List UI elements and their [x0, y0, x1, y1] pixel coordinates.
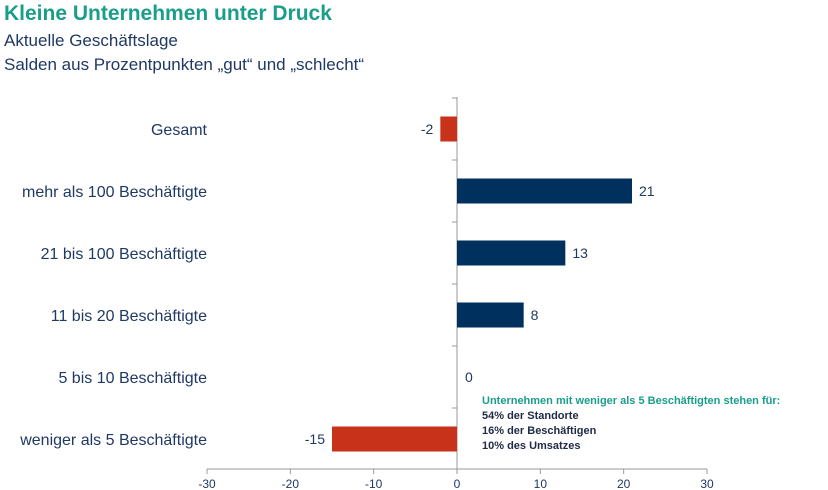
bar-5: [332, 426, 457, 452]
bar-3: [457, 302, 524, 328]
data-label-5: -15: [305, 431, 325, 447]
x-tick-label-1: -20: [282, 477, 300, 490]
data-label-1: 21: [639, 183, 655, 199]
bar-1: [457, 178, 632, 204]
data-label-4: 0: [465, 369, 473, 385]
x-tick-label-5: 20: [617, 477, 631, 490]
x-tick-label-4: 10: [534, 477, 548, 490]
chart-title: Kleine Unternehmen unter Druck: [4, 2, 332, 25]
info-note-line-1: 54% der Standorte: [482, 410, 579, 422]
info-note: Unternehmen mit weniger als 5 Beschäftig…: [482, 394, 780, 454]
category-label-0: Gesamt: [151, 122, 208, 139]
chart-subtitle-2: Salden aus Prozentpunkten „gut“ und „sch…: [4, 55, 365, 74]
bar-2: [457, 240, 566, 266]
chart-subtitle-1: Aktuelle Geschäftslage: [4, 31, 178, 50]
x-tick-label-3: 0: [454, 477, 461, 490]
data-label-3: 8: [531, 307, 539, 323]
x-tick-label-2: -10: [365, 477, 383, 490]
category-label-5: weniger als 5 Beschäftigte: [19, 432, 207, 449]
bar-0: [440, 116, 457, 142]
category-label-4: 5 bis 10 Beschäftigte: [58, 370, 207, 387]
info-note-line-2: 16% der Beschäftigen: [482, 425, 597, 437]
x-tick-label-0: -30: [198, 477, 216, 490]
x-tick-label-6: 30: [700, 477, 714, 490]
category-label-2: 21 bis 100 Beschäftigte: [41, 246, 207, 263]
info-note-heading: Unternehmen mit weniger als 5 Beschäftig…: [482, 395, 781, 407]
data-label-2: 13: [572, 245, 588, 261]
data-label-0: -2: [421, 121, 434, 137]
category-label-3: 11 bis 20 Beschäftigte: [51, 308, 207, 325]
category-label-1: mehr als 100 Beschäftigte: [22, 184, 207, 201]
info-note-line-3: 10% des Umsatzes: [482, 440, 581, 452]
